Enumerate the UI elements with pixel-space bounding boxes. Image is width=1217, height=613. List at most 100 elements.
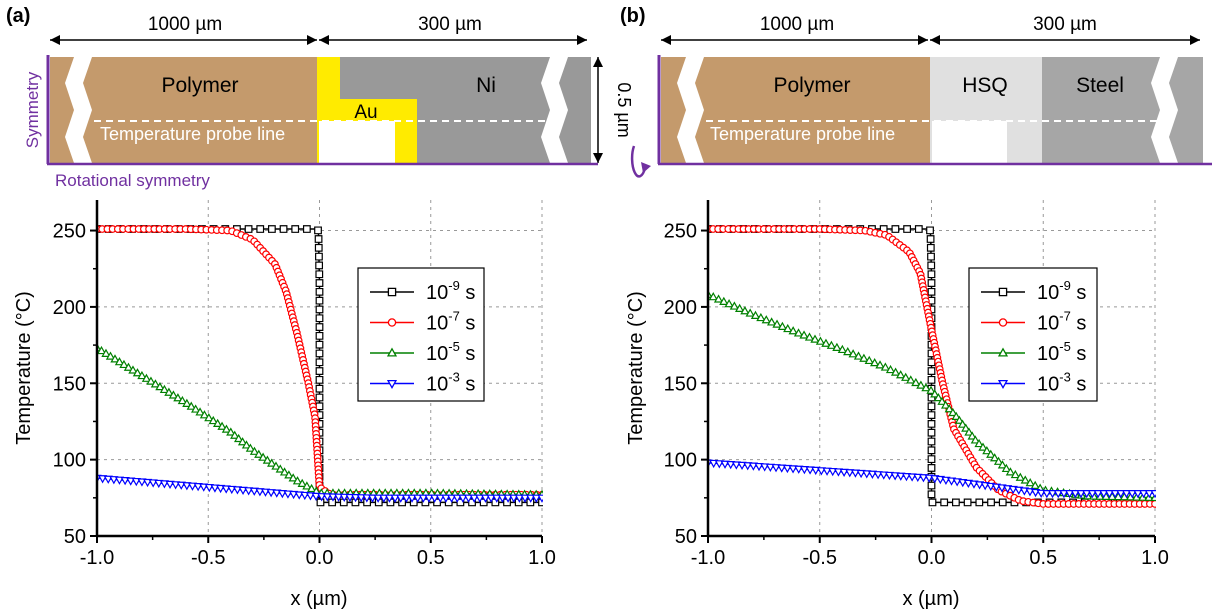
data-point (458, 494, 468, 503)
x-tick-label: 0.5 (1029, 547, 1057, 569)
data-point (315, 367, 324, 375)
data-point (148, 479, 158, 488)
legend-entry: 10-7 s (370, 309, 475, 335)
data-point (1151, 500, 1156, 508)
data-point (761, 315, 771, 324)
y-tick-label: 100 (53, 450, 86, 472)
data-point (794, 465, 804, 474)
schematic-b: (b) 1000 µm 300 µm Temperature probe lin… (620, 5, 1212, 178)
data-point (913, 473, 923, 483)
data-point (719, 296, 729, 305)
data-point (141, 373, 152, 382)
data-point (297, 478, 307, 487)
y-tick-label: 100 (664, 450, 697, 472)
data-point (731, 461, 742, 470)
data-point (396, 494, 406, 503)
data-point (97, 345, 107, 355)
data-point (105, 351, 116, 360)
data-point (788, 326, 798, 335)
region-polymer-a (50, 57, 317, 163)
data-point (970, 435, 981, 444)
data-point (839, 468, 849, 478)
data-point (754, 462, 764, 472)
data-point (766, 317, 777, 326)
data-point (926, 385, 936, 394)
data-point (750, 310, 761, 319)
data-point (737, 461, 747, 471)
series-10m3s (708, 459, 1156, 499)
data-point (843, 346, 853, 356)
y-tick-label: 150 (664, 373, 697, 395)
data-point (350, 494, 361, 503)
series-10m7s (708, 225, 1156, 508)
data-point (978, 442, 988, 451)
data-point (964, 427, 974, 436)
data-point (317, 493, 327, 502)
data-point (1020, 475, 1030, 484)
data-point (1042, 489, 1052, 499)
data-point (1082, 489, 1092, 499)
data-point (271, 461, 281, 470)
data-point (195, 407, 205, 416)
data-point (951, 411, 961, 420)
data-point (208, 415, 218, 425)
data-point (469, 494, 479, 503)
data-point (215, 484, 226, 494)
data-point (314, 235, 323, 243)
y-tick-label: 200 (664, 297, 697, 319)
data-point (1127, 489, 1137, 499)
data-point (921, 383, 931, 392)
data-point (954, 415, 965, 424)
data-point (891, 225, 900, 233)
legend-entry: 10-5 s (981, 339, 1086, 365)
data-point (903, 225, 912, 233)
data-point (1121, 489, 1132, 499)
data-point (114, 357, 125, 366)
data-point (492, 494, 502, 503)
data-point (743, 462, 753, 471)
data-point (154, 479, 164, 489)
data-point (720, 460, 730, 469)
data-point (845, 469, 855, 478)
data-point (927, 270, 936, 279)
data-point (302, 225, 311, 233)
region-label-polymer-a: Polymer (161, 74, 238, 97)
data-point (244, 225, 253, 233)
data-point (890, 367, 901, 376)
data-point (833, 468, 844, 477)
data-point (315, 305, 324, 314)
data-point (927, 490, 936, 499)
data-point (315, 349, 324, 358)
data-point (267, 225, 276, 233)
data-point (924, 474, 934, 483)
data-point (974, 438, 984, 448)
data-point (249, 446, 260, 455)
data-point (279, 467, 290, 476)
data-point (243, 487, 254, 496)
legend-marker (386, 347, 398, 357)
data-point (186, 401, 196, 410)
legend-entry: 10-3 s (981, 370, 1086, 396)
data-point (103, 475, 113, 484)
data-point (137, 370, 147, 380)
y-tick-label: 250 (53, 221, 86, 243)
data-point (210, 484, 220, 493)
data-point (901, 372, 911, 381)
data-point (927, 252, 935, 261)
region-label-polymer-b: Polymer (773, 74, 850, 97)
data-point (110, 354, 120, 363)
x-tick-label: 0.5 (417, 547, 445, 569)
data-point (940, 400, 951, 409)
y-axis-label-b: Temperature (°C) (625, 291, 647, 445)
data-point (146, 376, 156, 385)
data-point (885, 364, 896, 374)
data-point (212, 418, 223, 428)
legend-label: 10-3 s (426, 370, 475, 396)
region-label-hsq-b: HSQ (962, 74, 1008, 97)
data-point (314, 243, 323, 252)
data-point (245, 443, 256, 452)
data-point (777, 321, 788, 330)
data-point (114, 476, 125, 485)
data-point (486, 494, 496, 503)
data-point (997, 460, 1008, 469)
